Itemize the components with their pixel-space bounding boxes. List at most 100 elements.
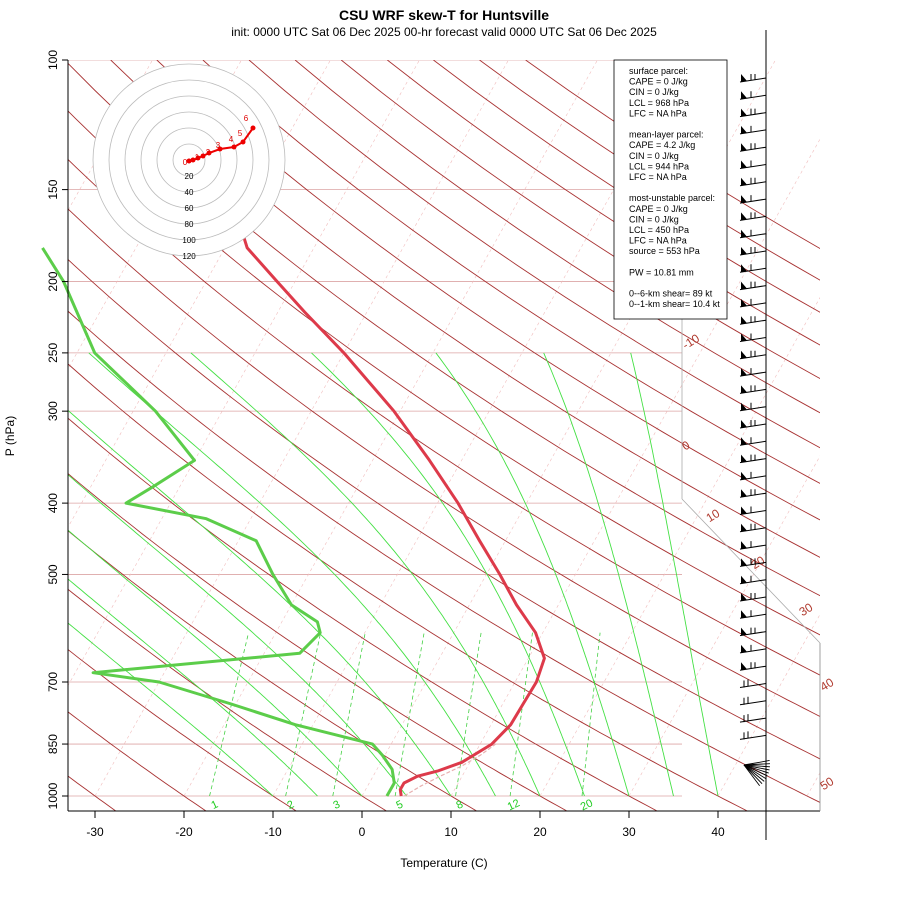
hodograph-range-label: 100: [182, 236, 196, 245]
wind-barb: [739, 506, 767, 515]
wind-barb: [743, 764, 770, 768]
moist-adiabat: [435, 352, 630, 797]
wind-barb: [739, 420, 767, 429]
wind-barb: [739, 298, 767, 308]
dry-adiabat: [68, 711, 207, 811]
wind-barb: [739, 402, 767, 412]
frame-diagonal-line: [681, 498, 821, 644]
wind-barb: [739, 108, 767, 118]
hodograph-ring: [108, 79, 270, 241]
dry-adiabat: [68, 110, 820, 636]
isotherm-line: [717, 613, 820, 797]
info-line: most-unstable parcel:: [629, 193, 715, 203]
mixing-ratio-label: 12: [506, 797, 522, 813]
dry-adiabat-label: 30: [797, 600, 816, 619]
hodograph-ring: [172, 143, 206, 177]
wind-barb: [739, 316, 767, 325]
dry-adiabat: [340, 60, 820, 380]
mixing-ratio-label: 8: [454, 799, 465, 812]
hodograph-point: [200, 153, 206, 159]
parcel-trace: [403, 743, 496, 797]
dry-adiabat: [202, 60, 820, 484]
dry-adiabat: [68, 588, 388, 811]
isotherm-line: [539, 296, 820, 797]
hodograph-height-label: 3: [216, 141, 221, 150]
hodograph-height-label: 2: [206, 148, 211, 157]
isotherm-line: [94, 60, 509, 797]
hodograph-height-label: 6: [244, 114, 249, 123]
wind-barb: [739, 627, 767, 637]
dry-adiabat: [110, 60, 820, 558]
wind-barb: [743, 764, 769, 774]
wind-barb: [739, 575, 767, 585]
wind-barb: [743, 760, 770, 766]
hodograph-point: [250, 125, 256, 131]
wind-barb: [743, 764, 761, 787]
hodograph-point: [186, 158, 192, 164]
mixing-ratio-label: 1: [209, 799, 220, 812]
background-grid: [68, 60, 820, 811]
x-axis-label: Temperature (C): [400, 856, 487, 870]
y-tick-label: 700: [46, 672, 60, 692]
info-line: 0--1-km shear= 10.4 kt: [629, 299, 720, 309]
moist-adiabat: [630, 352, 719, 797]
hodograph-point: [190, 157, 196, 163]
hodograph-point: [231, 144, 237, 150]
wind-barb: [739, 212, 767, 221]
y-tick-label: 400: [46, 493, 60, 513]
y-tick-label: 200: [46, 271, 60, 291]
wind-barb: [739, 350, 767, 360]
hodograph-ring: [140, 111, 238, 209]
info-line: CIN = 0 J/kg: [629, 214, 679, 224]
y-tick-label: 250: [46, 343, 60, 363]
dry-adiabat: [68, 530, 478, 811]
hodograph-height-label: 5: [238, 129, 243, 138]
wind-barb: [739, 731, 767, 740]
isotherm-line: [628, 455, 820, 797]
wind-barb: [739, 644, 767, 654]
hodograph-range-label: 40: [185, 188, 194, 197]
info-line: mean-layer parcel:: [629, 130, 704, 140]
wind-barb: [739, 91, 767, 100]
info-line: LFC = NA hPa: [629, 172, 687, 182]
isotherm-line: [450, 138, 820, 797]
wind-barb: [739, 662, 767, 671]
wind-barb: [743, 764, 768, 777]
hodograph-point: [240, 139, 246, 145]
hodograph-range-label: 80: [185, 220, 194, 229]
info-line: LFC = NA hPa: [629, 108, 687, 118]
temperature-profile: [228, 90, 546, 797]
wind-barb: [739, 610, 767, 619]
moist-adiabat: [68, 409, 452, 797]
info-line: PW = 10.81 mm: [629, 267, 694, 277]
dry-adiabat: [68, 208, 820, 717]
moist-adiabat: [68, 578, 318, 797]
moist-adiabat: [68, 529, 363, 797]
wind-barb: [739, 229, 767, 239]
isotherm-line: [183, 60, 598, 797]
wind-barb: [739, 471, 767, 481]
wind-barb: [743, 764, 763, 785]
moist-adiabat: [68, 474, 407, 797]
wind-barb: [739, 281, 767, 291]
hodograph-point: [195, 155, 201, 161]
wind-barb: [739, 195, 767, 204]
dry-adiabat: [156, 60, 820, 521]
dry-adiabat: [68, 310, 820, 803]
hodograph-ring: [124, 95, 254, 225]
hodograph-height-label: 4: [229, 135, 234, 144]
moist-adiabat: [311, 352, 585, 797]
moist-adiabat: [190, 352, 541, 797]
mixing-ratio-label: 5: [394, 799, 405, 812]
wind-barb: [739, 696, 767, 706]
wind-barb: [739, 385, 767, 394]
info-line: source = 553 hPa: [629, 246, 700, 256]
isotherm-line: [68, 60, 153, 211]
info-line: CIN = 0 J/kg: [629, 87, 679, 97]
y-tick-label: 850: [46, 734, 60, 754]
wind-barb: [739, 125, 767, 135]
hodograph-range-label: 20: [185, 172, 194, 181]
